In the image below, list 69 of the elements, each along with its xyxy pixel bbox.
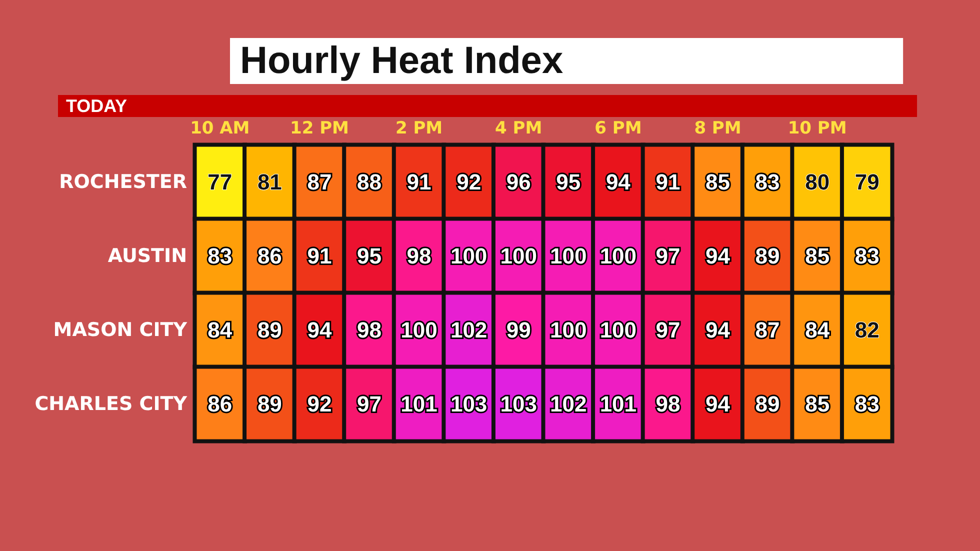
data-label: 102 (550, 392, 587, 416)
data-label: 97 (357, 392, 382, 416)
data-label: 89 (257, 318, 282, 342)
data-label: 100 (550, 244, 587, 268)
data-label: 94 (706, 318, 731, 342)
data-label: 95 (357, 244, 382, 268)
data-label: 89 (755, 392, 780, 416)
data-label: 101 (400, 392, 438, 416)
data-label: 100 (500, 244, 537, 268)
data-label: 89 (257, 392, 282, 416)
data-label: 84 (805, 318, 830, 342)
data-label: 87 (755, 318, 780, 342)
data-label: 94 (706, 392, 731, 416)
data-label: 96 (506, 170, 531, 194)
data-label: 98 (406, 244, 432, 268)
data-label: 98 (357, 318, 382, 342)
x-tick-label: 2 PM (395, 118, 443, 138)
x-tick-label: 6 PM (594, 118, 642, 138)
data-label: 83 (854, 392, 880, 416)
data-label: 89 (755, 244, 780, 268)
data-label: 103 (450, 392, 488, 416)
data-label: 91 (656, 170, 680, 194)
data-label: 94 (606, 170, 632, 194)
data-label: 100 (600, 244, 637, 268)
data-label: 94 (307, 318, 332, 342)
data-label: 87 (307, 170, 332, 194)
data-label: 92 (456, 170, 482, 194)
data-label: 81 (257, 170, 282, 194)
data-label: 92 (307, 392, 332, 416)
chart-title: Hourly Heat Index (240, 40, 564, 82)
x-tick-label: 4 PM (495, 118, 542, 138)
data-label: 84 (208, 318, 233, 342)
data-label: 83 (854, 244, 880, 268)
data-label: 100 (600, 318, 637, 342)
x-tick-label: 10 AM (190, 118, 250, 138)
data-label: 82 (854, 318, 880, 342)
data-label: 98 (656, 392, 680, 416)
x-tick-label: 8 PM (694, 118, 742, 138)
x-tick-label: 10 PM (788, 118, 847, 138)
y-tick-label: AUSTIN (108, 245, 187, 267)
x-tick-label: 12 PM (290, 118, 349, 138)
y-tick-label: CHARLES CITY (34, 393, 188, 415)
data-label: 101 (600, 392, 637, 416)
data-label: 88 (357, 170, 382, 194)
chart-subtitle: TODAY (66, 96, 128, 116)
y-tick-label: MASON CITY (53, 319, 188, 341)
data-label: 80 (805, 170, 830, 194)
data-label: 85 (805, 392, 830, 416)
data-label: 86 (257, 244, 282, 268)
data-label: 100 (550, 318, 587, 342)
data-label: 95 (556, 170, 581, 194)
data-label: 97 (656, 244, 680, 268)
data-label: 99 (506, 318, 531, 342)
data-label: 83 (208, 244, 232, 268)
data-label: 94 (706, 244, 731, 268)
data-label: 100 (400, 318, 438, 342)
data-label: 100 (450, 244, 488, 268)
data-label: 86 (208, 392, 232, 416)
y-tick-label: ROCHESTER (59, 171, 188, 193)
data-label: 91 (406, 170, 432, 194)
data-label: 91 (307, 244, 332, 268)
data-label: 85 (805, 244, 830, 268)
data-label: 79 (854, 170, 880, 194)
data-label: 97 (656, 318, 680, 342)
data-label: 103 (500, 392, 537, 416)
data-label: 77 (208, 170, 232, 194)
data-label: 102 (450, 318, 488, 342)
data-label: 83 (755, 170, 780, 194)
data-label: 85 (706, 170, 730, 194)
